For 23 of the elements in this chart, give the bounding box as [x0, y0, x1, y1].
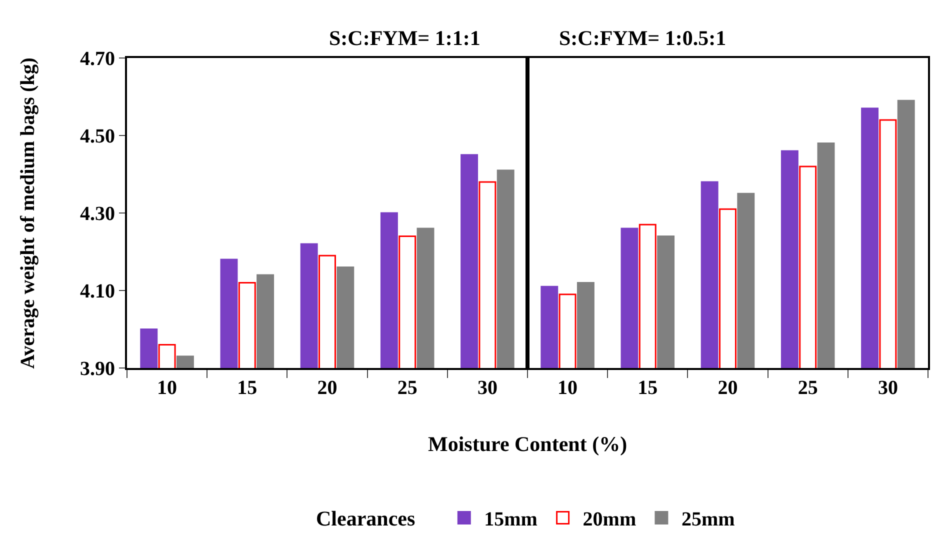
x-tick-label: 25 [798, 377, 818, 399]
y-tick-label: 4.10 [80, 280, 115, 302]
chart-title: S:C:FYM= 1:0.5:1 [559, 26, 726, 50]
x-tick-label: 20 [317, 377, 338, 399]
y-tick-label: 4.50 [80, 126, 115, 148]
legend-label: 15mm [484, 508, 538, 530]
x-tick-label: 10 [157, 377, 178, 399]
x-tick-label: 15 [237, 377, 258, 399]
legend-label: 20mm [582, 508, 636, 530]
y-tick-label: 3.90 [80, 358, 115, 380]
x-tick-label: 20 [718, 377, 738, 399]
legend-title: Clearances [316, 506, 416, 530]
x-tick-label: 30 [477, 377, 498, 399]
chart-title: S:C:FYM= 1:1:1 [329, 26, 480, 50]
y-axis-title: Average weight of medium bags (kg) [16, 58, 39, 369]
legend-label: 25mm [681, 508, 736, 530]
x-tick-label: 25 [397, 377, 418, 399]
x-tick-label: 10 [558, 377, 578, 399]
y-tick-label: 4.30 [80, 203, 115, 225]
x-tick-label: 30 [878, 377, 898, 399]
x-tick-label: 15 [638, 377, 658, 399]
y-tick-label: 4.70 [80, 48, 115, 70]
x-axis-title: Moisture Content (%) [428, 432, 628, 456]
